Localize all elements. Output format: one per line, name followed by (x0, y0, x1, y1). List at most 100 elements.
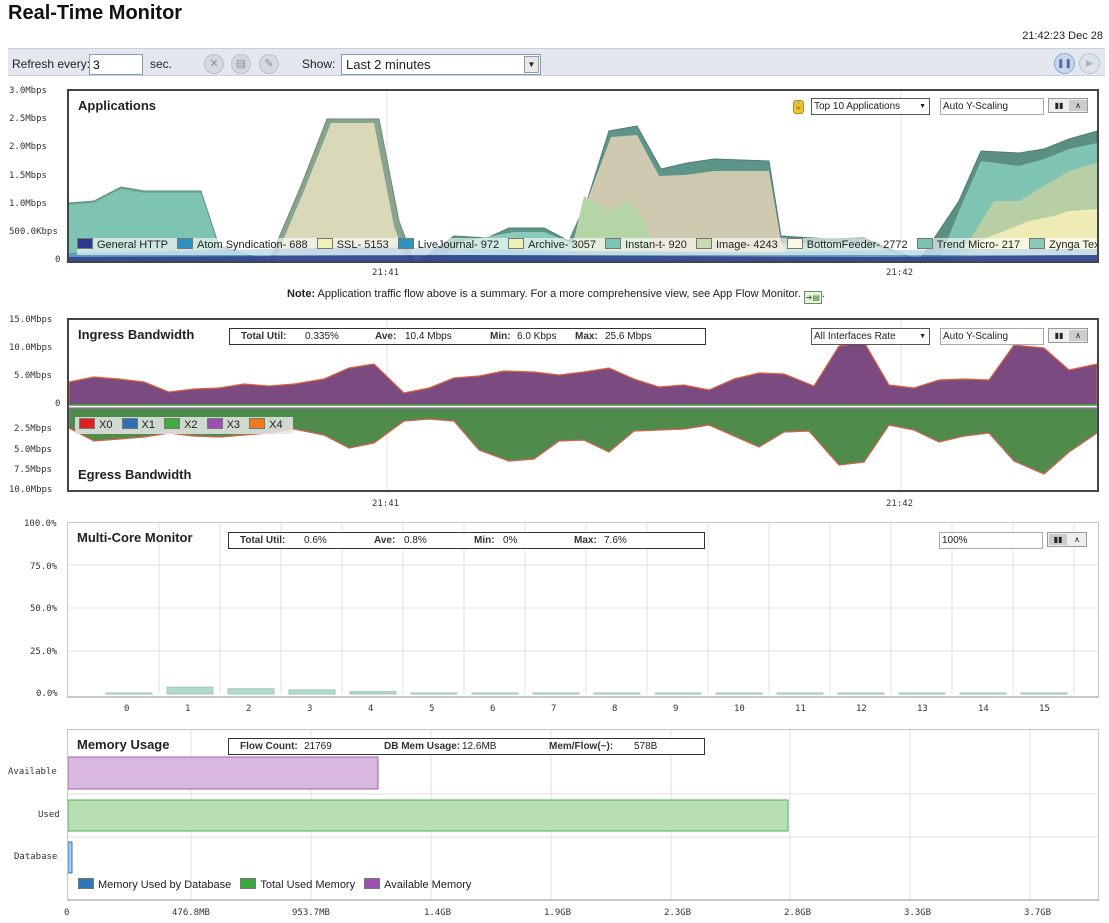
applications-legend: General HTTP Atom Syndication- 688 SSL- … (77, 238, 1097, 255)
legend-swatch (77, 238, 93, 249)
stat-value: 21769 (304, 741, 332, 752)
multicore-panel: Multi-Core Monitor Total Util: 0.6% Ave:… (67, 522, 1099, 698)
applications-filter-value: Top 10 Applications (814, 101, 901, 112)
core-bar (654, 692, 702, 695)
memory-row-label: Database (14, 852, 58, 862)
core-y-tick: 25.0% (30, 647, 58, 657)
play-icon[interactable]: ▶ (1079, 53, 1100, 74)
legend-label: LiveJournal- 972 (417, 239, 500, 251)
legend-item[interactable]: X0 (79, 418, 112, 431)
legend-label: X2 (184, 419, 198, 431)
core-bar (898, 692, 946, 695)
show-label: Show: (302, 57, 336, 71)
bandwidth-chart (69, 320, 1097, 490)
line-chart-icon[interactable]: ∧ (1069, 330, 1087, 341)
legend-item: Memory Used by Database (78, 878, 231, 891)
legend-swatch (605, 238, 622, 249)
app-flow-monitor-icon[interactable]: ➔▤ (803, 291, 822, 304)
legend-item: Total Used Memory (240, 878, 355, 891)
legend-label: X0 (99, 419, 113, 431)
core-y-tick: 75.0% (30, 562, 58, 572)
core-x-tick: 0 (124, 704, 130, 714)
legend-item[interactable]: X3 (206, 418, 241, 431)
bar-chart-icon[interactable]: ▮▮ (1054, 101, 1064, 110)
legend-item[interactable]: X1 (121, 418, 155, 431)
legend-label: Trend Micro- 217 (936, 239, 1021, 251)
memory-legend: Memory Used by Database Total Used Memor… (78, 878, 477, 891)
time-range-select[interactable]: Last 2 minutes ▼ (341, 54, 541, 75)
legend-swatch (1029, 238, 1046, 249)
stat-value: 0.335% (305, 331, 339, 342)
bw-y-tick: 7.5Mbps (14, 465, 52, 475)
egress-title: Egress Bandwidth (78, 467, 192, 482)
legend-item[interactable]: X4 (249, 418, 283, 431)
line-chart-icon[interactable]: ∧ (1074, 535, 1080, 544)
stat-value: 10.4 Mbps (405, 331, 452, 342)
legend-label: Image- 4243 (715, 239, 778, 251)
chart-type-toggle[interactable]: ▮▮ ∧ (1048, 328, 1088, 343)
core-x-tick: 7 (551, 704, 557, 714)
stat-label: Flow Count: (240, 741, 298, 752)
timestamp: 21:42:23 Dec 28 (1022, 30, 1103, 42)
memory-x-tick: 1.9GB (544, 908, 572, 918)
legend-swatch (397, 238, 414, 249)
legend-label: Atom Syndication- 688 (196, 239, 308, 251)
core-bar (410, 692, 458, 695)
legend-label: SSL- 5153 (336, 239, 389, 251)
legend-swatch (176, 238, 193, 249)
legend-label: X1 (141, 419, 155, 431)
bandwidth-panel: Ingress Bandwidth Egress Bandwidth Total… (67, 318, 1099, 492)
applications-scaling-input[interactable]: Auto Y-Scaling (940, 98, 1044, 115)
core-bar (288, 689, 336, 695)
bw-y-tick: 0 (55, 399, 61, 409)
pause-icon[interactable]: ❚❚ (1054, 53, 1075, 74)
legend-item: Archive- 3057 (508, 238, 596, 251)
stat-label: Ave: (375, 331, 397, 342)
settings-icon[interactable]: ✎ (259, 54, 279, 74)
core-x-tick: 1 (185, 704, 191, 714)
bar-chart-icon[interactable]: ▮▮ (1054, 331, 1064, 340)
legend-item: Trend Micro- 217 (916, 238, 1021, 251)
legend-item[interactable]: X2 (164, 418, 198, 431)
legend-swatch (78, 878, 94, 889)
core-bar (471, 692, 519, 695)
bandwidth-scaling-input[interactable]: Auto Y-Scaling (940, 328, 1044, 345)
stat-label: Total Util: (241, 331, 287, 342)
toolbar: Refresh every: sec. ✕ ▤ ✎ Show: Last 2 m… (8, 48, 1105, 76)
applications-title: Applications (78, 98, 157, 113)
legend-label: General HTTP (97, 239, 168, 251)
legend-swatch (508, 238, 525, 249)
clear-icon[interactable]: ✕ (204, 54, 224, 74)
multicore-scale-input[interactable]: 100% (939, 532, 1043, 549)
bar-chart-icon[interactable]: ▮▮ (1049, 534, 1067, 545)
stat-value: 0.6% (304, 535, 327, 546)
stat-value: 25.6 Mbps (605, 331, 652, 342)
legend-label: X3 (226, 419, 241, 431)
lock-icon[interactable]: 🔓 (793, 100, 804, 114)
legend-item: General HTTP (77, 238, 168, 251)
refresh-interval-input[interactable] (89, 54, 143, 75)
multicore-chart (68, 523, 1098, 695)
core-bar (776, 692, 824, 695)
core-bar (105, 692, 153, 695)
core-x-tick: 5 (429, 704, 435, 714)
print-icon[interactable]: ▤ (231, 54, 251, 74)
legend-swatch (786, 238, 803, 249)
app-y-tick: 0 (55, 255, 61, 265)
line-chart-icon[interactable]: ∧ (1069, 100, 1087, 111)
legend-item: Atom Syndication- 688 (176, 238, 308, 251)
legend-item: Image- 4243 (695, 238, 778, 251)
memory-row-label: Available (8, 767, 57, 777)
chart-type-toggle[interactable]: ▮▮ ∧ (1048, 98, 1088, 113)
core-bar (593, 692, 641, 695)
sec-label: sec. (150, 57, 173, 71)
note-label: Note: (287, 288, 316, 300)
interfaces-filter-select[interactable]: All Interfaces Rate ▼ (811, 328, 930, 345)
app-y-tick: 1.5Mbps (9, 171, 47, 181)
legend-swatch (249, 418, 266, 429)
multicore-title: Multi-Core Monitor (77, 530, 193, 545)
applications-filter-select[interactable]: Top 10 Applications ▼ (811, 98, 930, 115)
core-y-tick: 0.0% (36, 689, 58, 699)
bw-y-tick: 2.5Mbps (14, 424, 52, 434)
chart-type-toggle[interactable]: ▮▮ ∧ (1047, 532, 1087, 547)
